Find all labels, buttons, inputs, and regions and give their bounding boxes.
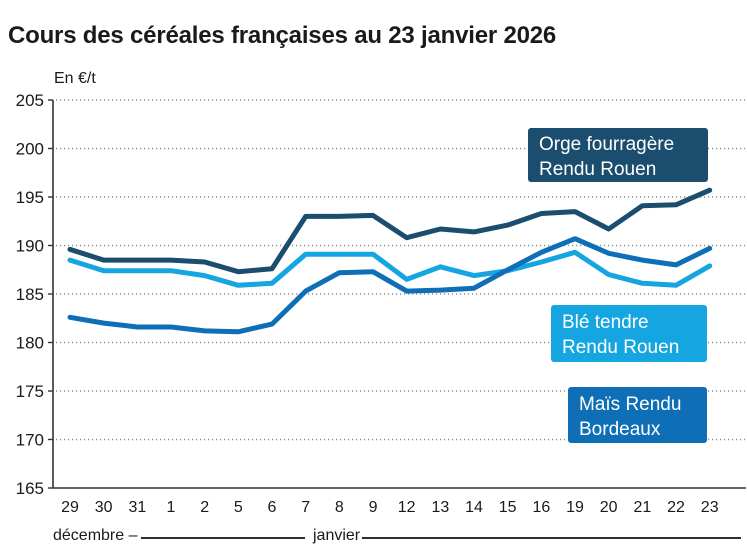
x-tick-label-29: 29 [61, 499, 79, 516]
legend-box-ble-line1: Blé tendre [562, 312, 649, 333]
x-tick-label-14: 14 [465, 499, 483, 516]
x-tick-label-13: 13 [431, 499, 449, 516]
x-axis-month-december: décembre – [53, 527, 138, 544]
x-tick-label-9: 9 [369, 499, 378, 516]
x-axis-month-january: janvier [313, 527, 361, 544]
x-tick-label-23: 23 [701, 499, 719, 516]
y-tick-label-165: 165 [16, 479, 44, 498]
legend-box-ble-tendre: Blé tendre Rendu Rouen [551, 305, 707, 362]
x-tick-label-21: 21 [633, 499, 651, 516]
y-tick-label-205: 205 [16, 91, 44, 110]
x-tick-label-5: 5 [234, 499, 243, 516]
x-tick-label-30: 30 [95, 499, 113, 516]
x-tick-label-6: 6 [268, 499, 277, 516]
y-tick-label-175: 175 [16, 382, 44, 401]
x-tick-label-7: 7 [301, 499, 310, 516]
page-title: Cours des céréales françaises au 23 janv… [8, 22, 557, 49]
legend-box-mais-line1: Maïs Rendu [579, 394, 682, 415]
y-tick-label-170: 170 [16, 431, 44, 450]
series-line-ble-tendre-rendu-rouen [67, 249, 713, 288]
y-tick-label-180: 180 [16, 334, 44, 353]
x-tick-label-19: 19 [566, 499, 584, 516]
x-tick-label-20: 20 [600, 499, 618, 516]
y-tick-label-185: 185 [16, 285, 44, 304]
december-axis-line [141, 537, 305, 539]
legend-box-mais: Maïs Rendu Bordeaux [568, 387, 707, 443]
legend-box-mais-line2: Bordeaux [579, 419, 661, 440]
y-tick-label-195: 195 [16, 188, 44, 207]
series-line-orge-fourragere-rendu-rouen [67, 187, 713, 275]
x-tick-label-2: 2 [200, 499, 209, 516]
x-tick-label-8: 8 [335, 499, 344, 516]
x-tick-label-22: 22 [667, 499, 685, 516]
y-tick-label-200: 200 [16, 140, 44, 159]
legend-box-ble-line2: Rendu Rouen [562, 337, 680, 358]
series-line-mais-rendu-bordeaux [67, 236, 713, 335]
legend-box-orge-fourragere: Orge fourragère Rendu Rouen [528, 128, 708, 182]
x-tick-label-1: 1 [167, 499, 176, 516]
legend-box-orge-line1: Orge fourragère [539, 134, 675, 155]
january-axis-line [362, 537, 741, 539]
x-tick-label-12: 12 [398, 499, 416, 516]
x-tick-label-15: 15 [499, 499, 517, 516]
legend-box-orge-line2: Rendu Rouen [539, 159, 657, 180]
y-axis-unit-label: En €/t [54, 70, 96, 87]
x-tick-label-16: 16 [532, 499, 550, 516]
y-tick-label-190: 190 [16, 237, 44, 256]
axis-lines [52, 100, 746, 489]
x-tick-label-31: 31 [128, 499, 146, 516]
